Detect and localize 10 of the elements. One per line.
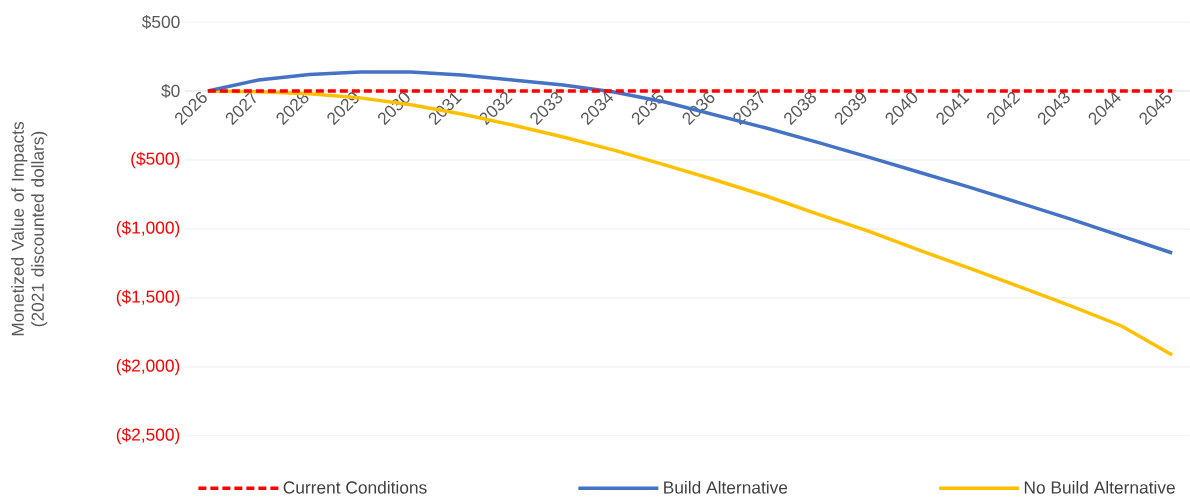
y-tick-label: ($2,000) xyxy=(116,358,180,376)
y-tick-label: ($2,500) xyxy=(116,427,180,445)
legend-label: Current Conditions xyxy=(283,480,427,494)
y-tick-label: ($1,500) xyxy=(116,289,180,307)
y-axis-title: Monetized Value of Impacts (2021 discounted dollars) xyxy=(11,121,48,336)
y-tick-label: ($500) xyxy=(131,151,180,169)
y-tick-label: $500 xyxy=(141,14,180,29)
y-tick-label: ($1,000) xyxy=(116,220,180,238)
legend-label: Build Alternative xyxy=(664,480,788,494)
legend-label: No Build Alternative xyxy=(1024,480,1175,494)
